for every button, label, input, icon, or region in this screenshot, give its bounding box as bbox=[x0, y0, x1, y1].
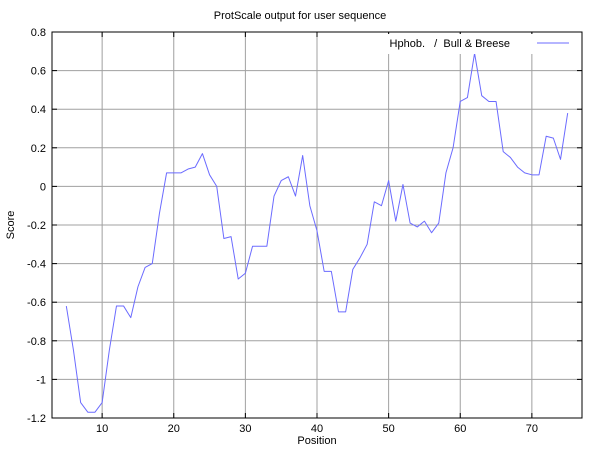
x-tick-label: 30 bbox=[239, 423, 251, 435]
y-tick-label: -1.2 bbox=[27, 413, 46, 425]
y-tick-label: -0.6 bbox=[27, 297, 46, 309]
x-tick-label: 20 bbox=[168, 423, 180, 435]
y-tick-label: -0.2 bbox=[27, 220, 46, 232]
x-tick-label: 10 bbox=[96, 423, 108, 435]
y-tick-label: 0 bbox=[40, 181, 46, 193]
x-tick-label: 50 bbox=[382, 423, 394, 435]
y-tick-label: -1 bbox=[36, 374, 46, 386]
ticks: -1.2 -1 -0.8 -0.6 -0.4 -0.2 0 0.2 0.4 0.6 0.8 10 20 3… bbox=[27, 27, 582, 435]
y-tick-label: 0.4 bbox=[31, 104, 46, 116]
y-tick-label: -0.4 bbox=[27, 259, 46, 271]
legend: Hphob. / Bull & Breese bbox=[368, 34, 580, 54]
series-layer bbox=[65, 52, 569, 413]
x-tick-label: 40 bbox=[311, 423, 323, 435]
series-line bbox=[65, 52, 569, 413]
legend-background bbox=[368, 34, 580, 54]
y-axis-label: Score bbox=[5, 211, 17, 240]
grid bbox=[52, 31, 582, 419]
y-tick-label: 0.8 bbox=[31, 27, 46, 39]
legend-label: Hphob. / Bull & Breese bbox=[390, 38, 510, 50]
x-axis-label: Position bbox=[297, 435, 336, 447]
y-tick-label: 0.6 bbox=[31, 66, 46, 78]
x-tick-label: 70 bbox=[526, 423, 538, 435]
chart-title: ProtScale output for user sequence bbox=[214, 10, 386, 22]
y-tick-label: 0.2 bbox=[31, 143, 46, 155]
y-tick-label: -0.8 bbox=[27, 336, 46, 348]
x-tick-label: 60 bbox=[454, 423, 466, 435]
